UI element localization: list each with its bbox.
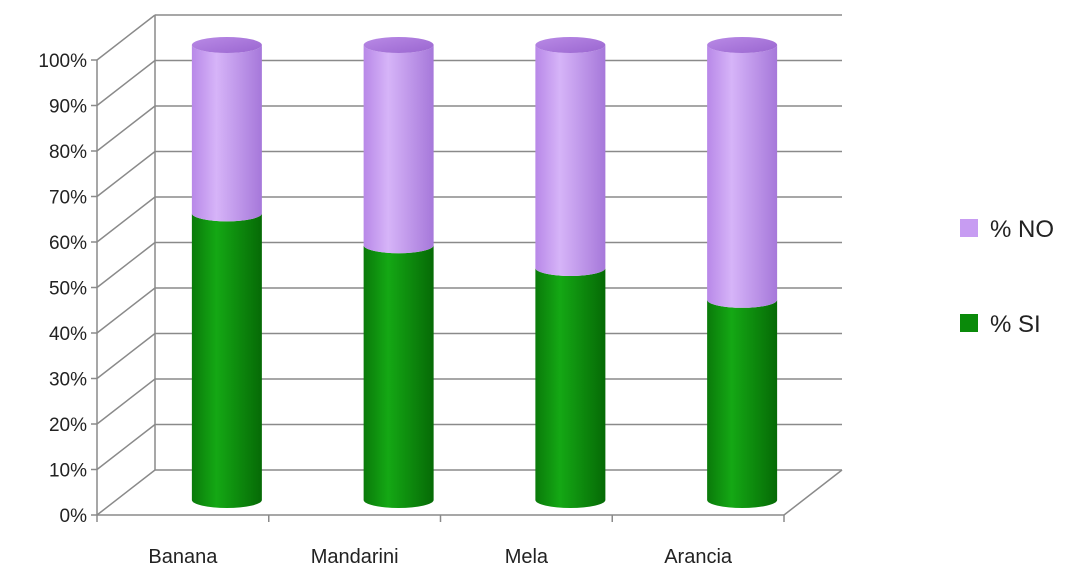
- bar-group-mela: [535, 37, 606, 508]
- bar-group-banana: [191, 37, 262, 508]
- gridline-side: [96, 469, 156, 516]
- bar-top-cap: [535, 37, 606, 53]
- x-category-label: Mandarini: [311, 546, 399, 567]
- bar-segment-si-banana: [191, 213, 262, 508]
- y-tick-label: 0%: [60, 506, 88, 527]
- y-tick-label: 100%: [38, 51, 87, 72]
- bar-top-cap: [707, 37, 778, 53]
- gridline-side: [96, 14, 156, 61]
- gridline-side: [96, 196, 156, 243]
- gridline-side: [96, 287, 156, 334]
- bar-group-arancia: [707, 37, 778, 508]
- gridline-side: [96, 378, 156, 425]
- y-tick-label: 90%: [49, 97, 87, 118]
- x-category-label: Arancia: [664, 546, 733, 567]
- bar-segment-si-mela: [535, 267, 606, 508]
- bar-group-mandarini: [363, 37, 434, 508]
- legend-label: % SI: [990, 311, 1041, 338]
- bar-segment-si-arancia: [707, 299, 778, 508]
- bar-segment-no-mela: [535, 45, 606, 276]
- y-tick-label: 70%: [49, 188, 87, 209]
- gridline-side: [96, 150, 156, 198]
- legend-swatch: [960, 314, 978, 332]
- bar-segment-no-mandarini: [363, 45, 434, 254]
- axes: [91, 15, 843, 522]
- y-axis-tick-labels: 0% 10% 20% 30% 40% 50% 60% 70% 80% 90% 100%: [38, 51, 87, 527]
- y-tick-label: 80%: [49, 142, 87, 163]
- x-category-label: Banana: [148, 546, 218, 567]
- y-tick-label: 50%: [49, 279, 87, 300]
- legend-swatch: [960, 219, 978, 237]
- legend: % NO % SI: [960, 216, 1054, 338]
- legend-label: % NO: [990, 216, 1054, 243]
- floor-right-edge: [783, 469, 843, 516]
- y-tick-label: 20%: [49, 415, 87, 436]
- y-tick-label: 60%: [49, 233, 87, 254]
- x-axis-category-labels: Banana Mandarini Mela Arancia: [148, 546, 733, 567]
- gridline-side: [96, 423, 156, 471]
- bar-segment-no-banana: [191, 45, 262, 222]
- gridline-side: [96, 59, 156, 107]
- y-tick-label: 10%: [49, 461, 87, 482]
- gridline-side: [96, 105, 156, 152]
- bar-top-cap: [191, 37, 262, 53]
- bar-segment-no-arancia: [707, 45, 778, 308]
- bar-top-cap: [363, 37, 434, 53]
- bar-segment-si-mandarini: [363, 245, 434, 508]
- bars: [191, 37, 778, 508]
- gridline-side: [96, 332, 156, 380]
- gridline-side: [96, 241, 156, 289]
- x-category-label: Mela: [505, 546, 549, 567]
- y-tick-label: 40%: [49, 324, 87, 345]
- y-tick-label: 30%: [49, 370, 87, 391]
